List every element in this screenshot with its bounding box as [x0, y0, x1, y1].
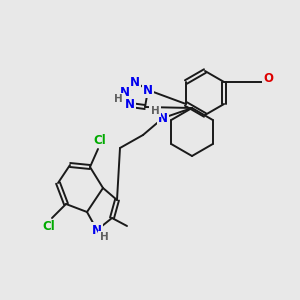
Text: N: N — [120, 85, 130, 98]
Text: Cl: Cl — [94, 134, 106, 146]
Text: N: N — [92, 224, 102, 236]
Text: O: O — [263, 73, 273, 85]
Text: N: N — [125, 98, 135, 112]
Text: N: N — [130, 76, 140, 88]
Text: H: H — [114, 94, 122, 104]
Text: Cl: Cl — [43, 220, 56, 233]
Text: H: H — [151, 106, 159, 116]
Text: N: N — [143, 83, 153, 97]
Text: N: N — [158, 112, 168, 124]
Text: H: H — [100, 232, 108, 242]
